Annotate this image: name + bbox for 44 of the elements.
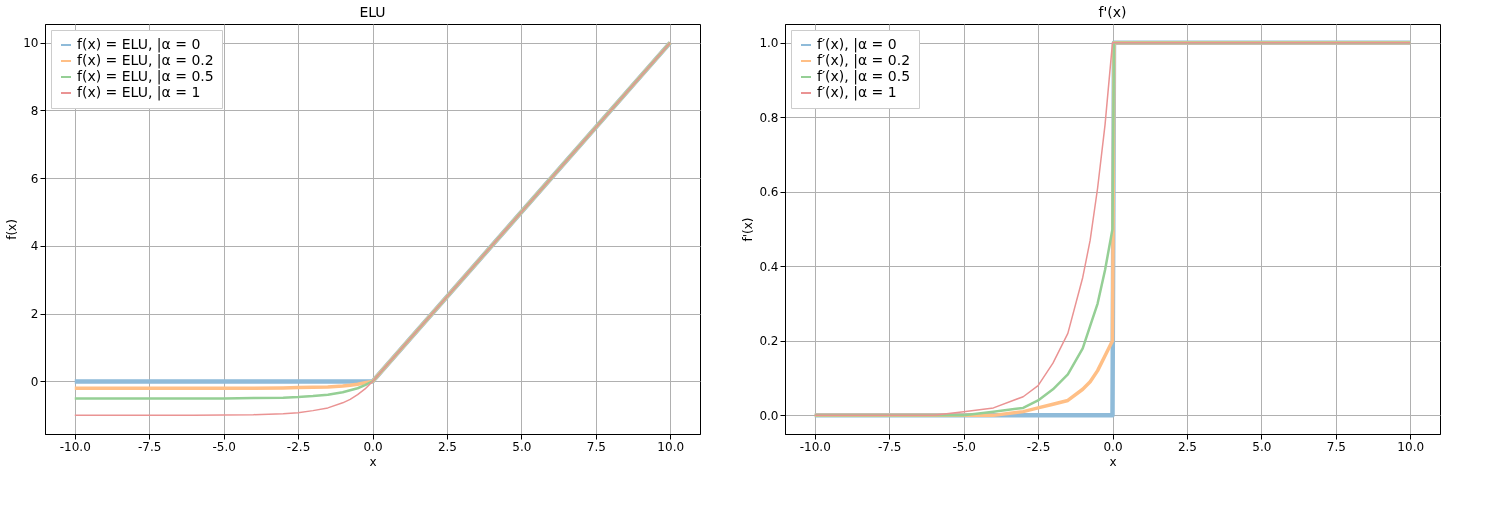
y-tick-label: 0.6 [759, 185, 779, 200]
legend-label: f′(x), |α = 1 [817, 84, 897, 101]
legend-label: f′(x), |α = 0.2 [817, 52, 911, 69]
x-tick-label: -10.0 [799, 439, 831, 454]
x-tick-label: -7.5 [877, 439, 902, 454]
y-tick-label: 8 [30, 103, 39, 118]
legend-label: f(x) = ELU, |α = 0 [77, 36, 201, 53]
x-tick-label: 5.0 [512, 439, 532, 454]
y-tick-label: 10 [23, 36, 39, 51]
x-tick-label: 7.5 [586, 439, 606, 454]
y-tick-label: 4 [30, 239, 39, 254]
legend-label: f′(x), |α = 0 [817, 36, 897, 53]
x-tick-label: 0.0 [363, 439, 383, 454]
chart-title: ELU [359, 4, 386, 20]
x-axis-title: x [1109, 454, 1117, 469]
x-tick-label: -5.0 [212, 439, 236, 454]
y-tick-label: 0.8 [759, 110, 779, 125]
x-tick-label: 10.0 [657, 439, 685, 454]
legend-label: f′(x), |α = 0.5 [817, 68, 911, 85]
x-tick-label: -7.5 [137, 439, 162, 454]
y-tick-label: 0.0 [759, 408, 779, 423]
y-axis-title: f'(x) [741, 217, 756, 242]
legend-label: f(x) = ELU, |α = 0.2 [77, 52, 214, 69]
y-axis-title: f(x) [5, 219, 20, 240]
x-tick-label: 10.0 [1397, 439, 1425, 454]
x-tick-label: -5.0 [952, 439, 976, 454]
x-tick-label: -2.5 [1026, 439, 1051, 454]
y-tick-label: 0 [30, 374, 39, 389]
x-tick-label: 5.0 [1252, 439, 1272, 454]
chart-title: f'(x) [1098, 4, 1127, 20]
x-tick-label: 2.5 [1177, 439, 1197, 454]
y-tick-label: 6 [30, 171, 39, 186]
y-tick-label: 2 [30, 307, 39, 322]
x-axis-title: x [369, 454, 377, 469]
x-tick-label: -2.5 [286, 439, 311, 454]
x-tick-label: -10.0 [59, 439, 91, 454]
x-tick-label: 0.0 [1103, 439, 1123, 454]
x-tick-label: 7.5 [1326, 439, 1346, 454]
x-tick-label: 2.5 [437, 439, 457, 454]
y-tick-label: 0.4 [759, 259, 779, 274]
legend-label: f(x) = ELU, |α = 0.5 [77, 68, 214, 85]
legend-label: f(x) = ELU, |α = 1 [77, 84, 201, 101]
y-tick-label: 1.0 [759, 36, 779, 51]
y-tick-label: 0.2 [759, 334, 779, 349]
